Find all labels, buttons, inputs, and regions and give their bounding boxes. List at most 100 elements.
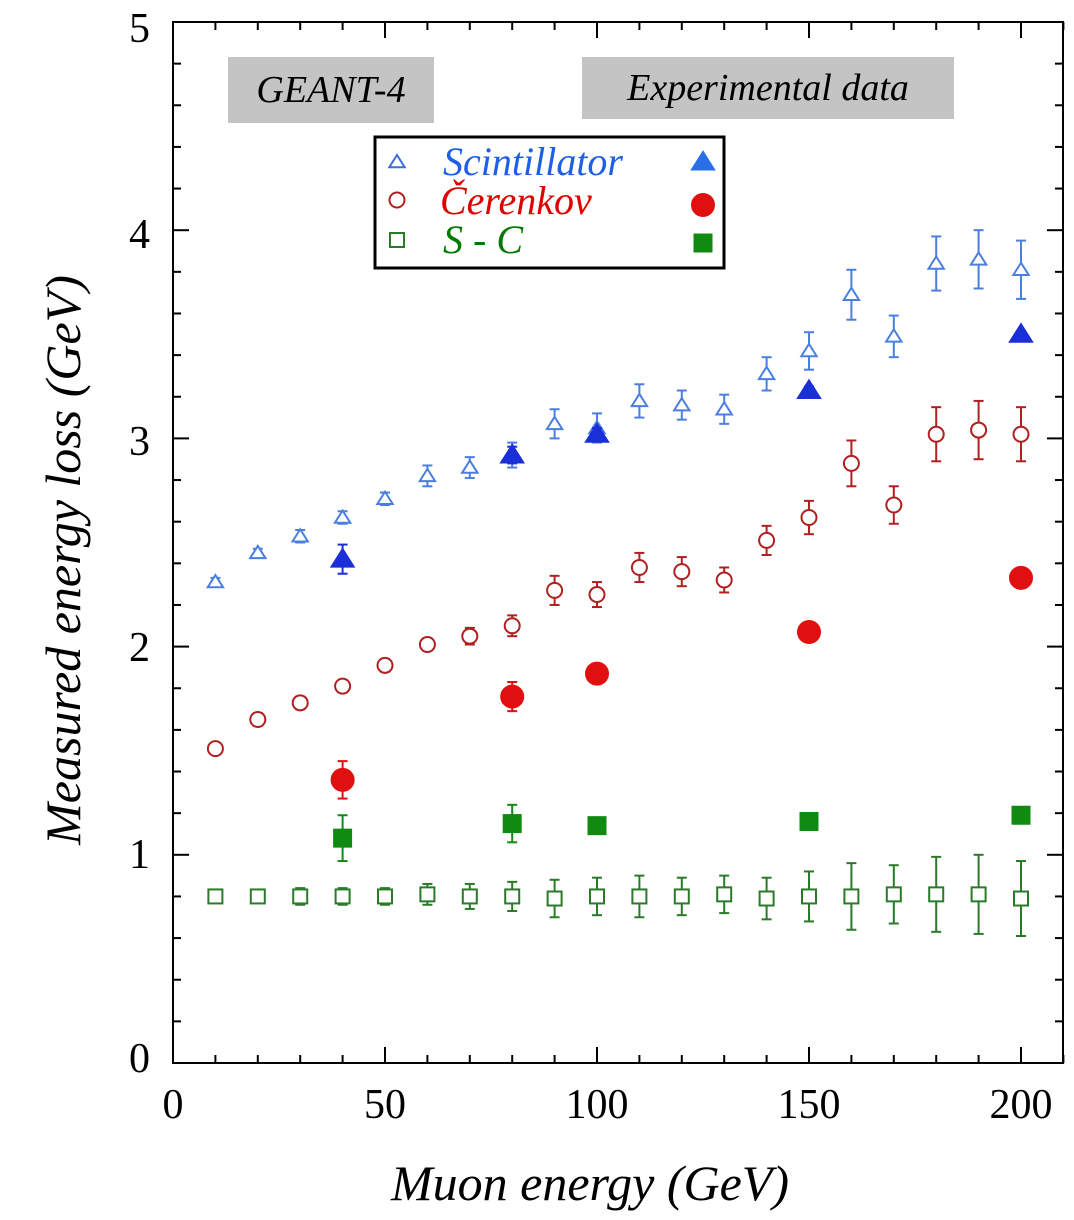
experimental-data-erenkov-point <box>585 661 609 686</box>
legend-marker-scintillator-sim <box>387 153 407 169</box>
experimental-data-scintillator-point <box>796 378 822 400</box>
x-tick-label-1: 50 <box>364 1082 406 1128</box>
experimental-data-erenkov-point <box>797 620 821 645</box>
experimental-data-box <box>582 57 954 119</box>
geant-4-erenkov-point <box>291 694 309 712</box>
x-tick-label-0: 0 <box>163 1082 184 1128</box>
geant-4-scintillator-point <box>969 250 989 266</box>
geant-4-s-c-point <box>419 886 436 903</box>
legend-marker-s-minus-c-sim <box>389 232 405 248</box>
geant-4-scintillator-point <box>1011 260 1031 277</box>
y-tick-label-1: 1 <box>129 832 150 878</box>
geant-4-scintillator-point <box>672 396 692 412</box>
experimental-data-label: Experimental data <box>626 67 909 109</box>
geant-4-erenkov-series <box>206 399 1030 758</box>
data-series <box>205 229 1034 937</box>
geant-4-s-c-point <box>843 888 860 905</box>
geant-4-erenkov-point <box>588 586 606 604</box>
geant-4-s-c-point <box>673 888 690 905</box>
legend-label-cerenkov: Čerenkov <box>440 178 592 223</box>
geant-4-scintillator-point <box>926 254 946 270</box>
geant-4-erenkov-point <box>376 656 394 674</box>
experimental-data-s-c-series <box>333 803 1031 863</box>
legend-marker-s-minus-c-exp <box>693 233 713 253</box>
geant-4-scintillator-point <box>375 489 395 506</box>
geant-4-s-c-point <box>292 888 309 905</box>
geant-4-s-c-point <box>589 888 605 905</box>
geant-4-erenkov-point <box>800 509 818 527</box>
geant-4-scintillator-point <box>714 400 734 416</box>
geant-4-s-c-point <box>504 888 521 905</box>
geant-4-erenkov-point <box>673 563 691 581</box>
legend-frame <box>373 135 726 270</box>
axis-ticks <box>172 21 1065 1064</box>
geant-4-scintillator-point <box>333 508 353 524</box>
y-axis-title: Measured energy loss (GeV) <box>35 275 91 846</box>
geant-4-scintillator-point <box>545 414 565 431</box>
geant-4-s-c-point <box>334 888 351 905</box>
geant-4-scintillator-point <box>757 364 777 381</box>
x-tick-label-2: 100 <box>566 1082 629 1128</box>
y-tick-labels: 0 1 2 3 4 5 <box>129 6 150 1082</box>
geant-4-erenkov-point <box>885 496 903 514</box>
experimental-data-scintillator-point <box>329 547 356 568</box>
y-tick-label-2: 2 <box>129 625 150 671</box>
geant-4-erenkov-point <box>546 581 564 599</box>
geant-4-erenkov-point <box>715 571 733 589</box>
x-axis-title: Muon energy (GeV) <box>390 1155 789 1211</box>
y-tick-label-3: 3 <box>129 419 150 465</box>
legend: Scintillator Čerenkov S - C <box>373 135 726 270</box>
experimental-data-erenkov-point <box>1009 565 1033 590</box>
geant-4-erenkov-point <box>970 421 988 439</box>
geant-4-scintillator-series <box>205 229 1031 589</box>
geant-4-erenkov-point <box>249 710 267 728</box>
geant-4-s-c-series <box>207 853 1029 937</box>
experimental-data-erenkov-series <box>330 565 1033 800</box>
geant-4-erenkov-point <box>758 531 776 549</box>
geant-4-s-c-point <box>631 888 648 905</box>
geant-4-scintillator-point <box>290 527 310 543</box>
legend-marker-scintillator-exp <box>690 150 716 171</box>
geant-4-s-c-point <box>249 888 266 905</box>
legend-marker-cerenkov-sim <box>388 191 406 209</box>
experimental-data-s-c-point <box>1011 805 1031 825</box>
experimental-data-scintillator-point <box>584 422 610 443</box>
geant-4-s-c-point <box>377 888 393 905</box>
geant-4-scintillator-point <box>629 392 649 408</box>
geant-4-scintillator-point <box>841 285 861 301</box>
geant-4-scintillator-point <box>417 466 437 483</box>
geant-4-scintillator-point <box>460 458 480 474</box>
geant-4-s-c-point <box>1013 890 1029 907</box>
geant-4-scintillator-point <box>884 327 904 343</box>
legend-markers <box>387 150 716 253</box>
geant-4-s-c-point <box>801 888 817 905</box>
geant-4-s-c-point <box>885 886 902 903</box>
geant4-label: GEANT-4 <box>256 69 405 111</box>
experimental-data-s-c-point <box>587 816 607 836</box>
geant-4-s-c-point <box>546 890 563 907</box>
geant-4-scintillator-point <box>248 544 268 560</box>
experimental-data-erenkov-point <box>330 767 355 792</box>
geant-4-s-c-point <box>207 888 224 905</box>
experimental-data-scintillator-point <box>1008 322 1034 343</box>
x-tick-labels: 0 50 100 150 200 <box>163 1082 1053 1128</box>
geant-4-erenkov-point <box>927 425 945 443</box>
experimental-data-erenkov-point <box>500 684 525 709</box>
y-tick-label-5: 5 <box>129 6 150 52</box>
geant-4-s-c-point <box>758 890 775 907</box>
geant-4-s-c-point <box>970 886 987 903</box>
legend-marker-cerenkov-exp <box>691 193 715 217</box>
geant4-box <box>228 57 434 123</box>
y-tick-label-4: 4 <box>129 212 150 258</box>
x-tick-label-4: 200 <box>990 1082 1053 1128</box>
geant-4-erenkov-point <box>334 677 352 695</box>
plot-frame <box>172 21 1064 1064</box>
experimental-data-scintillator-series <box>329 322 1034 575</box>
geant-4-s-c-point <box>716 886 733 903</box>
geant-4-scintillator-point <box>205 573 225 589</box>
geant-4-erenkov-point <box>461 627 479 645</box>
geant-4-erenkov-point <box>206 740 224 758</box>
geant-4-erenkov-point <box>630 558 648 576</box>
legend-label-scintillator: Scintillator <box>443 139 623 184</box>
